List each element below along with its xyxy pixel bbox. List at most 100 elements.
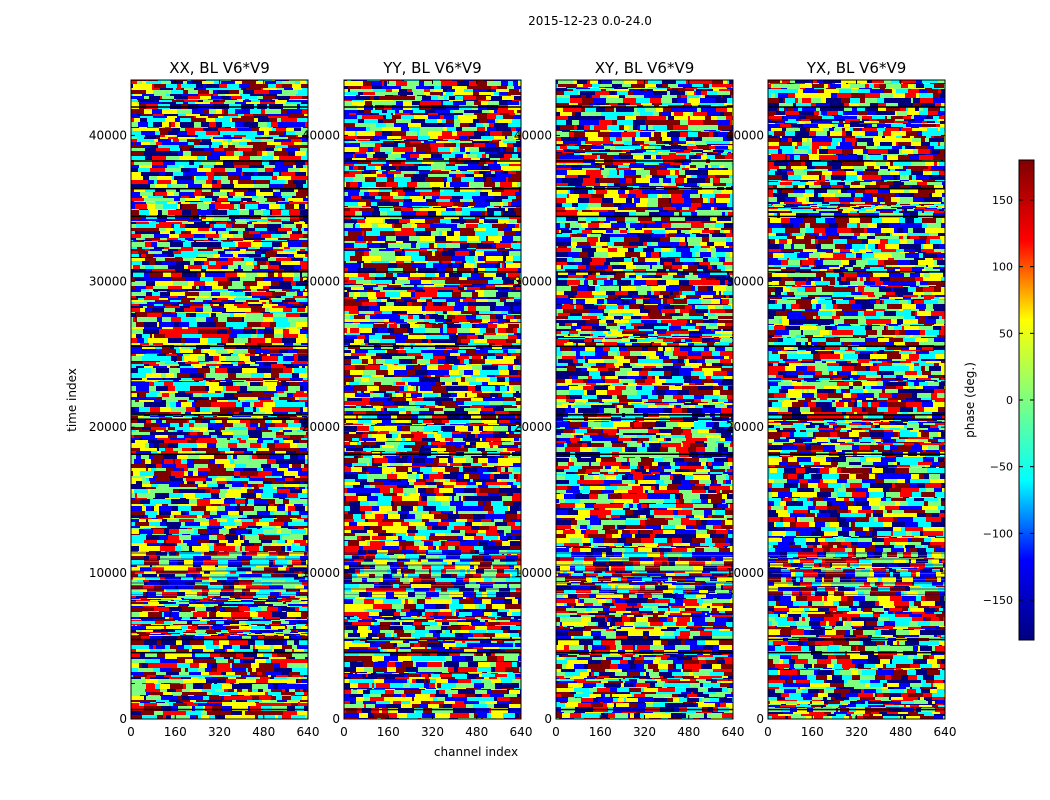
panel-yx: YX, BL V6*V9 0 160 320 480 640 0 10000 20000 3000…	[726, 59, 957, 739]
y-tick-label: 0	[332, 712, 340, 726]
y-axis-label: time index	[65, 368, 79, 432]
heatmap-gap-line	[344, 638, 521, 641]
heatmap-gap-line	[131, 215, 308, 218]
panel-xx: XX, BL V6*V9 0 160 320 480 640 0 10000 20000 3000…	[89, 59, 320, 739]
heatmap-gap-line	[768, 160, 945, 162]
y-tick-label: 40000	[89, 128, 127, 142]
heatmap-gap-line	[768, 418, 945, 420]
x-tick-label: 640	[510, 725, 533, 739]
x-tick-label: 160	[164, 725, 187, 739]
x-axis-label: channel index	[434, 745, 518, 759]
x-tick-label: 320	[845, 725, 868, 739]
y-tick-label: 0	[544, 712, 552, 726]
heatmap-gap-line	[768, 215, 945, 218]
y-tick-label: 0	[756, 712, 764, 726]
heatmap-gap-line	[131, 271, 308, 273]
heatmap-image	[344, 80, 521, 719]
x-tick-label: 0	[552, 725, 560, 739]
heatmap-gap-line	[344, 271, 521, 273]
x-tick-label: 0	[340, 725, 348, 739]
panel-xy: XY, BL V6*V9 0 160 320 480 640 0 10000 20000 3000…	[514, 59, 745, 739]
heatmap-gap-line	[344, 215, 521, 218]
x-tick-label: 640	[934, 725, 957, 739]
y-tick-label: 30000	[514, 274, 552, 288]
y-tick-label: 40000	[726, 128, 764, 142]
heatmap-gap-line	[344, 414, 521, 416]
colorbar-tick-label: 50	[999, 327, 1013, 340]
heatmap-gap-line	[131, 106, 308, 108]
heatmap-gap-line	[344, 708, 521, 711]
y-tick-label: 30000	[726, 274, 764, 288]
heatmap-gap-line	[344, 418, 521, 420]
y-tick-label: 10000	[514, 566, 552, 580]
panel-yy: YY, BL V6*V9 0 160 320 480 640 0 10000 20000 3000…	[302, 59, 533, 739]
heatmap-gap-line	[556, 651, 733, 654]
y-tick-label: 10000	[726, 566, 764, 580]
heatmap-gap-line	[344, 345, 521, 348]
heatmap-image	[131, 80, 308, 719]
heatmap-gap-line	[768, 638, 945, 641]
heatmap-gap-line	[556, 187, 733, 190]
heatmap-gap-line	[131, 345, 308, 348]
heatmap-gap-line	[556, 453, 733, 455]
colorbar-tick-label: 100	[992, 261, 1013, 274]
x-tick-label: 160	[377, 725, 400, 739]
colorbar-tick-label: 0	[1006, 394, 1013, 407]
heatmap-gap-line	[556, 106, 733, 108]
heatmap-gap-line	[768, 651, 945, 654]
x-tick-label: 320	[421, 725, 444, 739]
x-tick-label: 0	[127, 725, 135, 739]
x-tick-label: 480	[677, 725, 700, 739]
x-tick-label: 480	[889, 725, 912, 739]
heatmap-gap-line	[131, 708, 308, 711]
heatmap-gap-line	[556, 638, 733, 641]
y-tick-label: 20000	[302, 420, 340, 434]
heatmap-image	[768, 80, 945, 719]
colorbar-tick-label: 150	[992, 194, 1013, 207]
heatmap-gap-line	[768, 106, 945, 108]
panel-title: YY, BL V6*V9	[382, 59, 481, 77]
y-tick-label: 10000	[89, 566, 127, 580]
y-tick-label: 30000	[302, 274, 340, 288]
heatmap-gap-line	[768, 453, 945, 455]
y-tick-label: 0	[119, 712, 127, 726]
y-tick-label: 20000	[89, 420, 127, 434]
y-tick-label: 40000	[302, 128, 340, 142]
heatmap-gap-line	[131, 414, 308, 416]
heatmap-gap-line	[131, 187, 308, 190]
heatmap-gap-line	[344, 453, 521, 455]
x-tick-label: 480	[252, 725, 275, 739]
heatmap-gap-line	[556, 160, 733, 162]
heatmap-gap-line	[344, 187, 521, 190]
heatmap-gap-line	[768, 271, 945, 273]
heatmap-gap-line	[768, 345, 945, 348]
heatmap-flagged-band	[344, 551, 521, 595]
heatmap-gap-line	[131, 638, 308, 641]
colorbar-label: phase (deg.)	[963, 362, 977, 438]
x-tick-label: 640	[722, 725, 745, 739]
y-tick-label: 10000	[302, 566, 340, 580]
heatmap-gap-line	[556, 345, 733, 348]
heatmap-gap-line	[768, 187, 945, 190]
colorbar-tick-label: −50	[990, 461, 1013, 474]
x-tick-label: 0	[764, 725, 772, 739]
heatmap-flagged-band	[131, 551, 308, 595]
figure-suptitle: 2015-12-23 0.0-24.0	[528, 14, 652, 28]
heatmap-gap-line	[556, 215, 733, 218]
heatmap-gap-line	[131, 651, 308, 654]
x-tick-label: 160	[589, 725, 612, 739]
heatmap-gap-line	[556, 414, 733, 416]
x-tick-label: 320	[208, 725, 231, 739]
y-tick-label: 20000	[514, 420, 552, 434]
heatmap-gap-line	[556, 708, 733, 711]
heatmap-gap-line	[556, 418, 733, 420]
x-tick-label: 160	[801, 725, 824, 739]
heatmap-gap-line	[556, 271, 733, 273]
heatmap-gap-line	[131, 160, 308, 162]
panel-title: YX, BL V6*V9	[806, 59, 907, 77]
y-tick-label: 30000	[89, 274, 127, 288]
heatmap-gap-line	[131, 418, 308, 420]
heatmap-gap-line	[344, 651, 521, 654]
x-tick-label: 480	[465, 725, 488, 739]
heatmap-gap-line	[768, 708, 945, 711]
